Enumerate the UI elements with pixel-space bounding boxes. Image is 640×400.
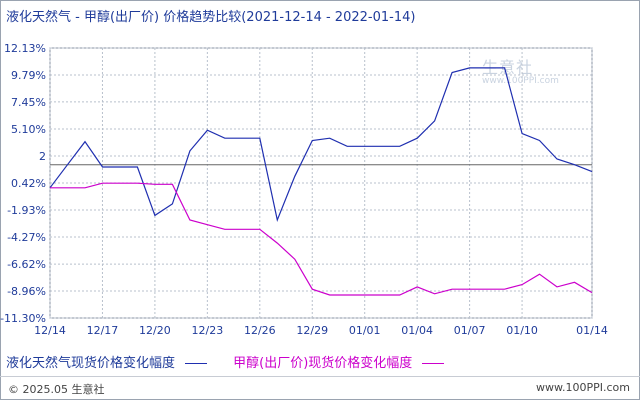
methanol-series-line [50,182,593,296]
y-tick-label: -4.27% [7,231,46,244]
x-tick-label: 12/23 [192,324,224,337]
watermark-url: www.100PPI.com [482,76,559,86]
x-tick-label: 12/20 [139,324,171,337]
y-tick-label: 0.42% [11,177,46,190]
x-tick-label: 01/14 [576,324,608,337]
lng-series-line [49,67,593,223]
watermark-logo: 生意社 www.100PPI.com [482,54,559,86]
watermark-brand: 生意社 [482,58,534,77]
y-tick-label: 7.45% [11,96,46,109]
legend-label-lng: 液化天然气现货价格变化幅度 [6,356,176,371]
legend-swatch-methanol [422,363,445,364]
x-tick-label: 01/01 [349,324,381,337]
y-tick-label: 2 [39,150,46,163]
legend: 液化天然气现货价格变化幅度 甲醇(出厂价)现货价格变化幅度 [6,352,445,371]
x-tick-label: 12/29 [296,324,328,337]
legend-label-methanol: 甲醇(出厂价)现货价格变化幅度 [233,356,413,371]
x-tick-label: 12/14 [34,324,66,337]
footer-copyright: © 2025.05 生意社 [8,383,105,396]
chart-title: 液化天然气 - 甲醇(出厂价) 价格趋势比较(2021-12-14 - 2022… [6,6,415,25]
y-tick-label: -6.62% [7,258,46,271]
title-date-range: (2021-12-14 - 2022-01-14) [241,10,416,25]
y-tick-label: 5.10% [11,123,46,136]
y-tick-label: -8.96% [7,285,46,298]
y-tick-label: -11.30% [0,312,46,325]
x-tick-label: 01/10 [506,324,538,337]
footer-site-link[interactable]: www.100PPI.com [536,381,630,394]
x-tick-label: 12/17 [87,324,119,337]
legend-item-lng: 液化天然气现货价格变化幅度 [6,356,211,371]
title-text: 液化天然气 - 甲醇(出厂价) 价格趋势比较 [6,10,242,25]
y-tick-label: 12.13% [4,42,46,55]
legend-item-methanol: 甲醇(出厂价)现货价格变化幅度 [233,356,445,371]
x-tick-label: 12/26 [244,324,276,337]
y-tick-label: -1.93% [7,204,46,217]
y-tick-label: 9.79% [11,69,46,82]
x-tick-label: 01/07 [454,324,486,337]
footer: © 2025.05 生意社 www.100PPI.com [0,376,640,399]
legend-swatch-lng [185,363,208,364]
x-tick-label: 01/04 [401,324,433,337]
